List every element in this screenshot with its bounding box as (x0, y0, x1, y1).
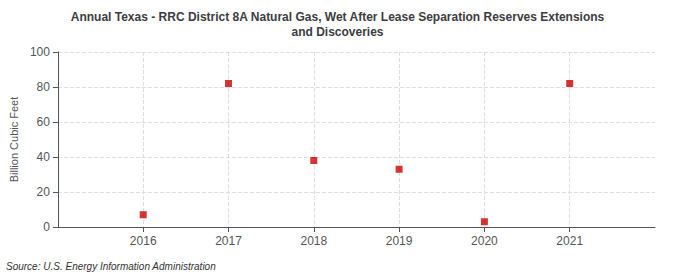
svg-text:2021: 2021 (556, 234, 583, 248)
svg-text:2020: 2020 (471, 234, 498, 248)
svg-text:Annual Texas - RRC District 8A: Annual Texas - RRC District 8A Natural G… (71, 10, 605, 24)
svg-text:40: 40 (37, 150, 51, 164)
svg-text:Source: U.S. Energy Informatio: Source: U.S. Energy Information Administ… (6, 261, 216, 272)
svg-text:80: 80 (37, 80, 51, 94)
svg-text:2017: 2017 (215, 234, 242, 248)
svg-text:Billion Cubic Feet: Billion Cubic Feet (8, 97, 20, 183)
svg-text:2018: 2018 (300, 234, 327, 248)
svg-text:2016: 2016 (130, 234, 157, 248)
svg-text:0: 0 (43, 220, 50, 234)
svg-text:2019: 2019 (386, 234, 413, 248)
svg-text:100: 100 (30, 45, 50, 59)
svg-text:20: 20 (37, 185, 51, 199)
svg-text:60: 60 (37, 115, 51, 129)
svg-text:and Discoveries: and Discoveries (291, 25, 383, 39)
